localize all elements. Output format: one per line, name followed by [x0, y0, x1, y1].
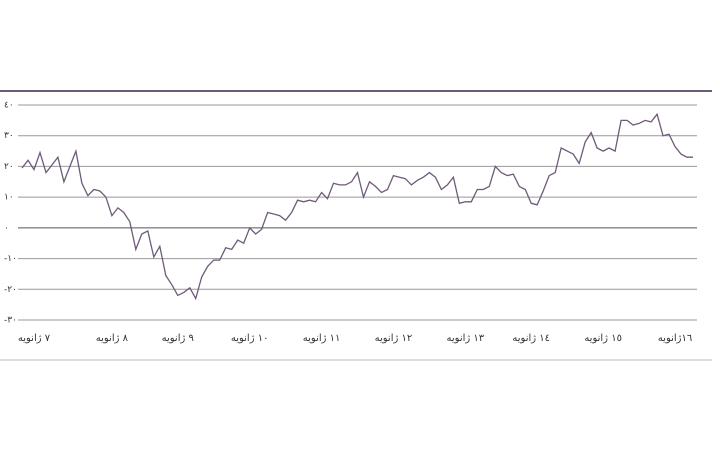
y-tick-label: -٢٠	[4, 285, 17, 295]
x-tick-label: ٧ ژانویه	[18, 333, 51, 344]
x-tick-label: ١٣ ژانویه	[447, 333, 485, 344]
y-tick-label: ٣٠	[4, 131, 14, 141]
x-tick-label: ١١ ژانویه	[303, 333, 341, 344]
y-tick-label: ٠	[4, 223, 9, 233]
line	[21, 112, 693, 301]
y-tick-label: -١٠	[4, 254, 17, 264]
y-tick-label: -٣٠	[4, 316, 17, 326]
y-tick-label: ١٠	[4, 193, 14, 203]
x-tick-label: ١٢ ژانویه	[375, 333, 413, 344]
y-tick-label: ٢٠	[4, 162, 14, 172]
x-tick-label: ١٥ ژانویه	[584, 333, 622, 344]
x-tick-label: ٩ ژانویه	[162, 333, 194, 344]
x-tick-label: ١٦ژانویه	[658, 333, 692, 344]
x-tick-label: ٨ ژانویه	[96, 333, 129, 344]
x-tick-label: ١٠ ژانویه	[231, 333, 269, 344]
y-tick-label: ٤٠	[4, 101, 14, 111]
x-tick-label: ١٤ ژانویه	[512, 333, 550, 344]
